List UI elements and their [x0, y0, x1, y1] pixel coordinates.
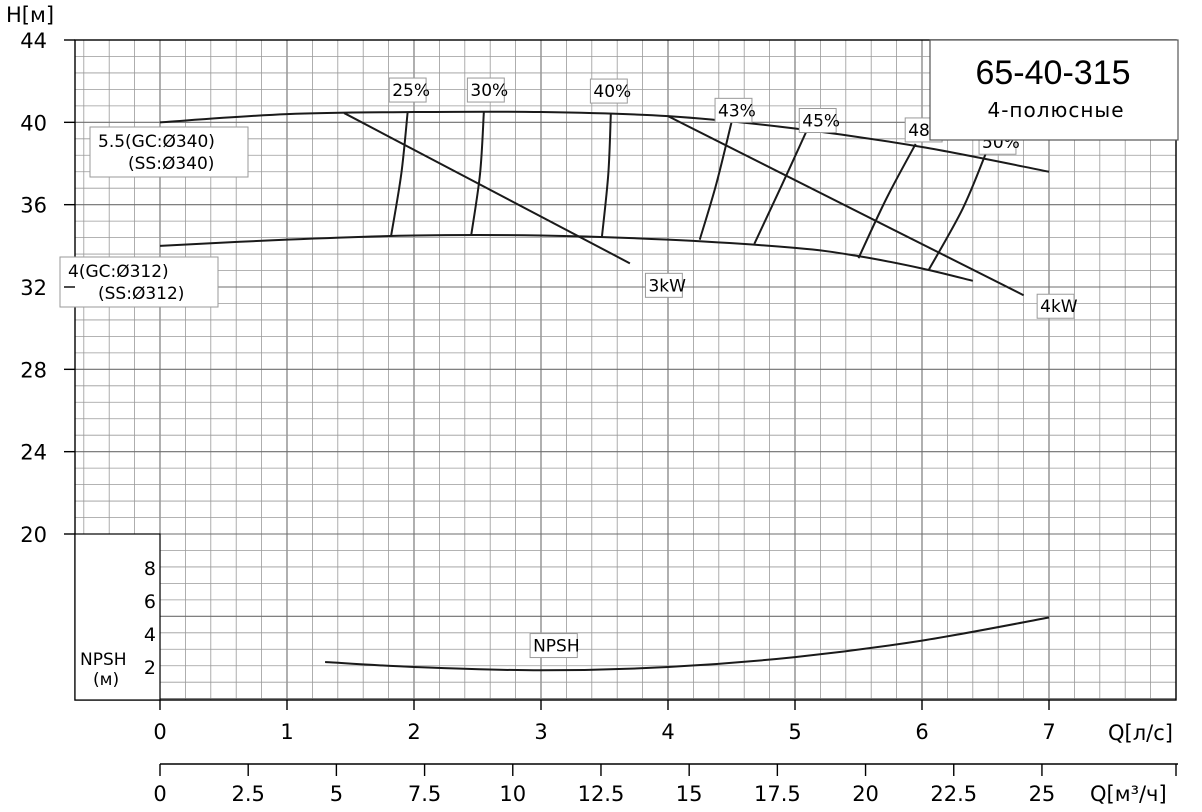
x2-tick-label: 15 [676, 782, 703, 806]
y-axis-title: H[м] [6, 3, 54, 27]
power-label-3kW-text: 3kW [648, 276, 686, 296]
npsh-tick-label: 2 [144, 657, 156, 679]
efficiency-label-45pct-text: 45% [802, 112, 840, 132]
y-tick-label: 24 [20, 441, 47, 465]
power-label-4kW: 4kW [1036, 293, 1078, 319]
y-tick-label: 40 [20, 111, 47, 135]
title-box: 65-40-315 4-полюсные [929, 39, 1179, 141]
x-tick-label: 7 [1042, 720, 1055, 744]
head-curve-label-1-line2: (SS:Ø340) [128, 154, 214, 174]
chart-title: 65-40-315 [975, 54, 1130, 92]
efficiency-label-25pct-box [388, 77, 427, 103]
y-tick-label: 28 [20, 358, 47, 382]
x2-tick-label: 22.5 [930, 782, 977, 806]
x2-tick-label: 20 [852, 782, 879, 806]
power-label-3kW: 3kW [644, 272, 686, 298]
y-tick-label: 32 [20, 276, 47, 300]
npsh-curve-label: NPSH [529, 633, 580, 659]
x2-tick-label: 2.5 [231, 782, 264, 806]
x2-axis-title: Q[м³/ч] [1090, 782, 1167, 806]
x-tick-label: 4 [661, 720, 674, 744]
y-tick-label: 44 [20, 29, 47, 53]
power-curve-4kW [667, 115, 1025, 297]
head-curve-label-1: 5.5(GC:Ø340)(SS:Ø340) [89, 126, 249, 178]
efficiency-label-40pct-box [589, 78, 628, 104]
efficiency-label-30pct: 30% [466, 77, 508, 103]
efficiency-label-43pct: 43% [714, 97, 756, 123]
efficiency-label-45pct-box [798, 108, 837, 134]
head-curve-1 [159, 110, 1050, 173]
efficiency-curve-45pct [753, 128, 809, 245]
efficiency-label-43pct-box [714, 97, 753, 123]
npsh-axis-title: NPSH [80, 650, 127, 670]
efficiency-label-45pct: 45% [798, 108, 840, 134]
efficiency-curve-25pct [390, 111, 409, 236]
curve-labels: 25% 30% 40%43%45% 48%50%3kW4kWNPSH5.5(GC:Ø3… [59, 77, 1078, 659]
x-tick-label: 2 [407, 720, 420, 744]
efficiency-label-25pct: 25% [388, 77, 430, 103]
power-label-4kW-box [1036, 293, 1075, 319]
npsh-curve-label-box [529, 633, 578, 659]
x2-tick-label: 5 [330, 782, 343, 806]
x2-tick-label: 17.5 [754, 782, 801, 806]
chart-frame [74, 39, 1177, 701]
curves [159, 110, 1050, 672]
x2-tick-label: 0 [153, 782, 166, 806]
efficiency-curve-50pct [927, 153, 987, 272]
npsh-curve-label-text: NPSH [533, 637, 580, 657]
power-curve-3kW [343, 112, 631, 265]
y-tick-label: 20 [20, 523, 47, 547]
grid [75, 39, 1177, 700]
x2-tick-label: 12.5 [578, 782, 625, 806]
x-tick-label: 1 [280, 720, 293, 744]
efficiency-label-30pct-box [466, 77, 505, 103]
power-label-3kW-box [644, 272, 683, 298]
efficiency-curve-48pct [857, 143, 917, 259]
x-axis-title: Q[л/с] [1108, 721, 1173, 745]
efficiency-label-40pct-text: 40% [593, 82, 631, 102]
efficiency-curve-43pct [698, 122, 733, 240]
x-tick-label: 0 [153, 720, 166, 744]
npsh-tick-label: 4 [144, 624, 156, 646]
efficiency-label-30pct-text: 30% [470, 81, 508, 101]
y-tick-label: 36 [20, 194, 47, 218]
x2-tick-label: 7.5 [408, 782, 441, 806]
head-curve-label-2-line2: (SS:Ø312) [98, 284, 184, 304]
x-tick-label: 5 [788, 720, 801, 744]
npsh-tick-label: 6 [144, 591, 156, 613]
npsh-panel [74, 533, 161, 701]
head-curve-2 [159, 234, 974, 282]
x-tick-label: 3 [534, 720, 547, 744]
power-label-4kW-text: 4kW [1040, 297, 1078, 317]
head-curve-label-2-box [59, 256, 219, 308]
efficiency-label-40pct: 40% [589, 78, 631, 104]
x-tick-label: 6 [915, 720, 928, 744]
head-curve-label-2: 4(GC:Ø312)(SS:Ø312) [59, 256, 219, 308]
head-curve-label-1-box [89, 126, 249, 178]
head-curve-label-1-line1: 5.5(GC:Ø340) [98, 132, 215, 152]
x2-tick-label: 25 [1029, 782, 1056, 806]
head-curve-label-2-line1: 4(GC:Ø312) [68, 262, 169, 282]
efficiency-label-25pct-text: 25% [392, 81, 430, 101]
chart-subtitle: 4-полюсные [987, 98, 1124, 122]
npsh-axis-unit: (м) [93, 670, 119, 690]
npsh-curve [325, 616, 1050, 672]
npsh-tick-label: 8 [144, 558, 156, 580]
efficiency-curve-30pct [470, 111, 485, 236]
efficiency-curve-40pct [600, 113, 612, 237]
x2-tick-label: 10 [499, 782, 526, 806]
efficiency-label-43pct-text: 43% [718, 101, 756, 121]
